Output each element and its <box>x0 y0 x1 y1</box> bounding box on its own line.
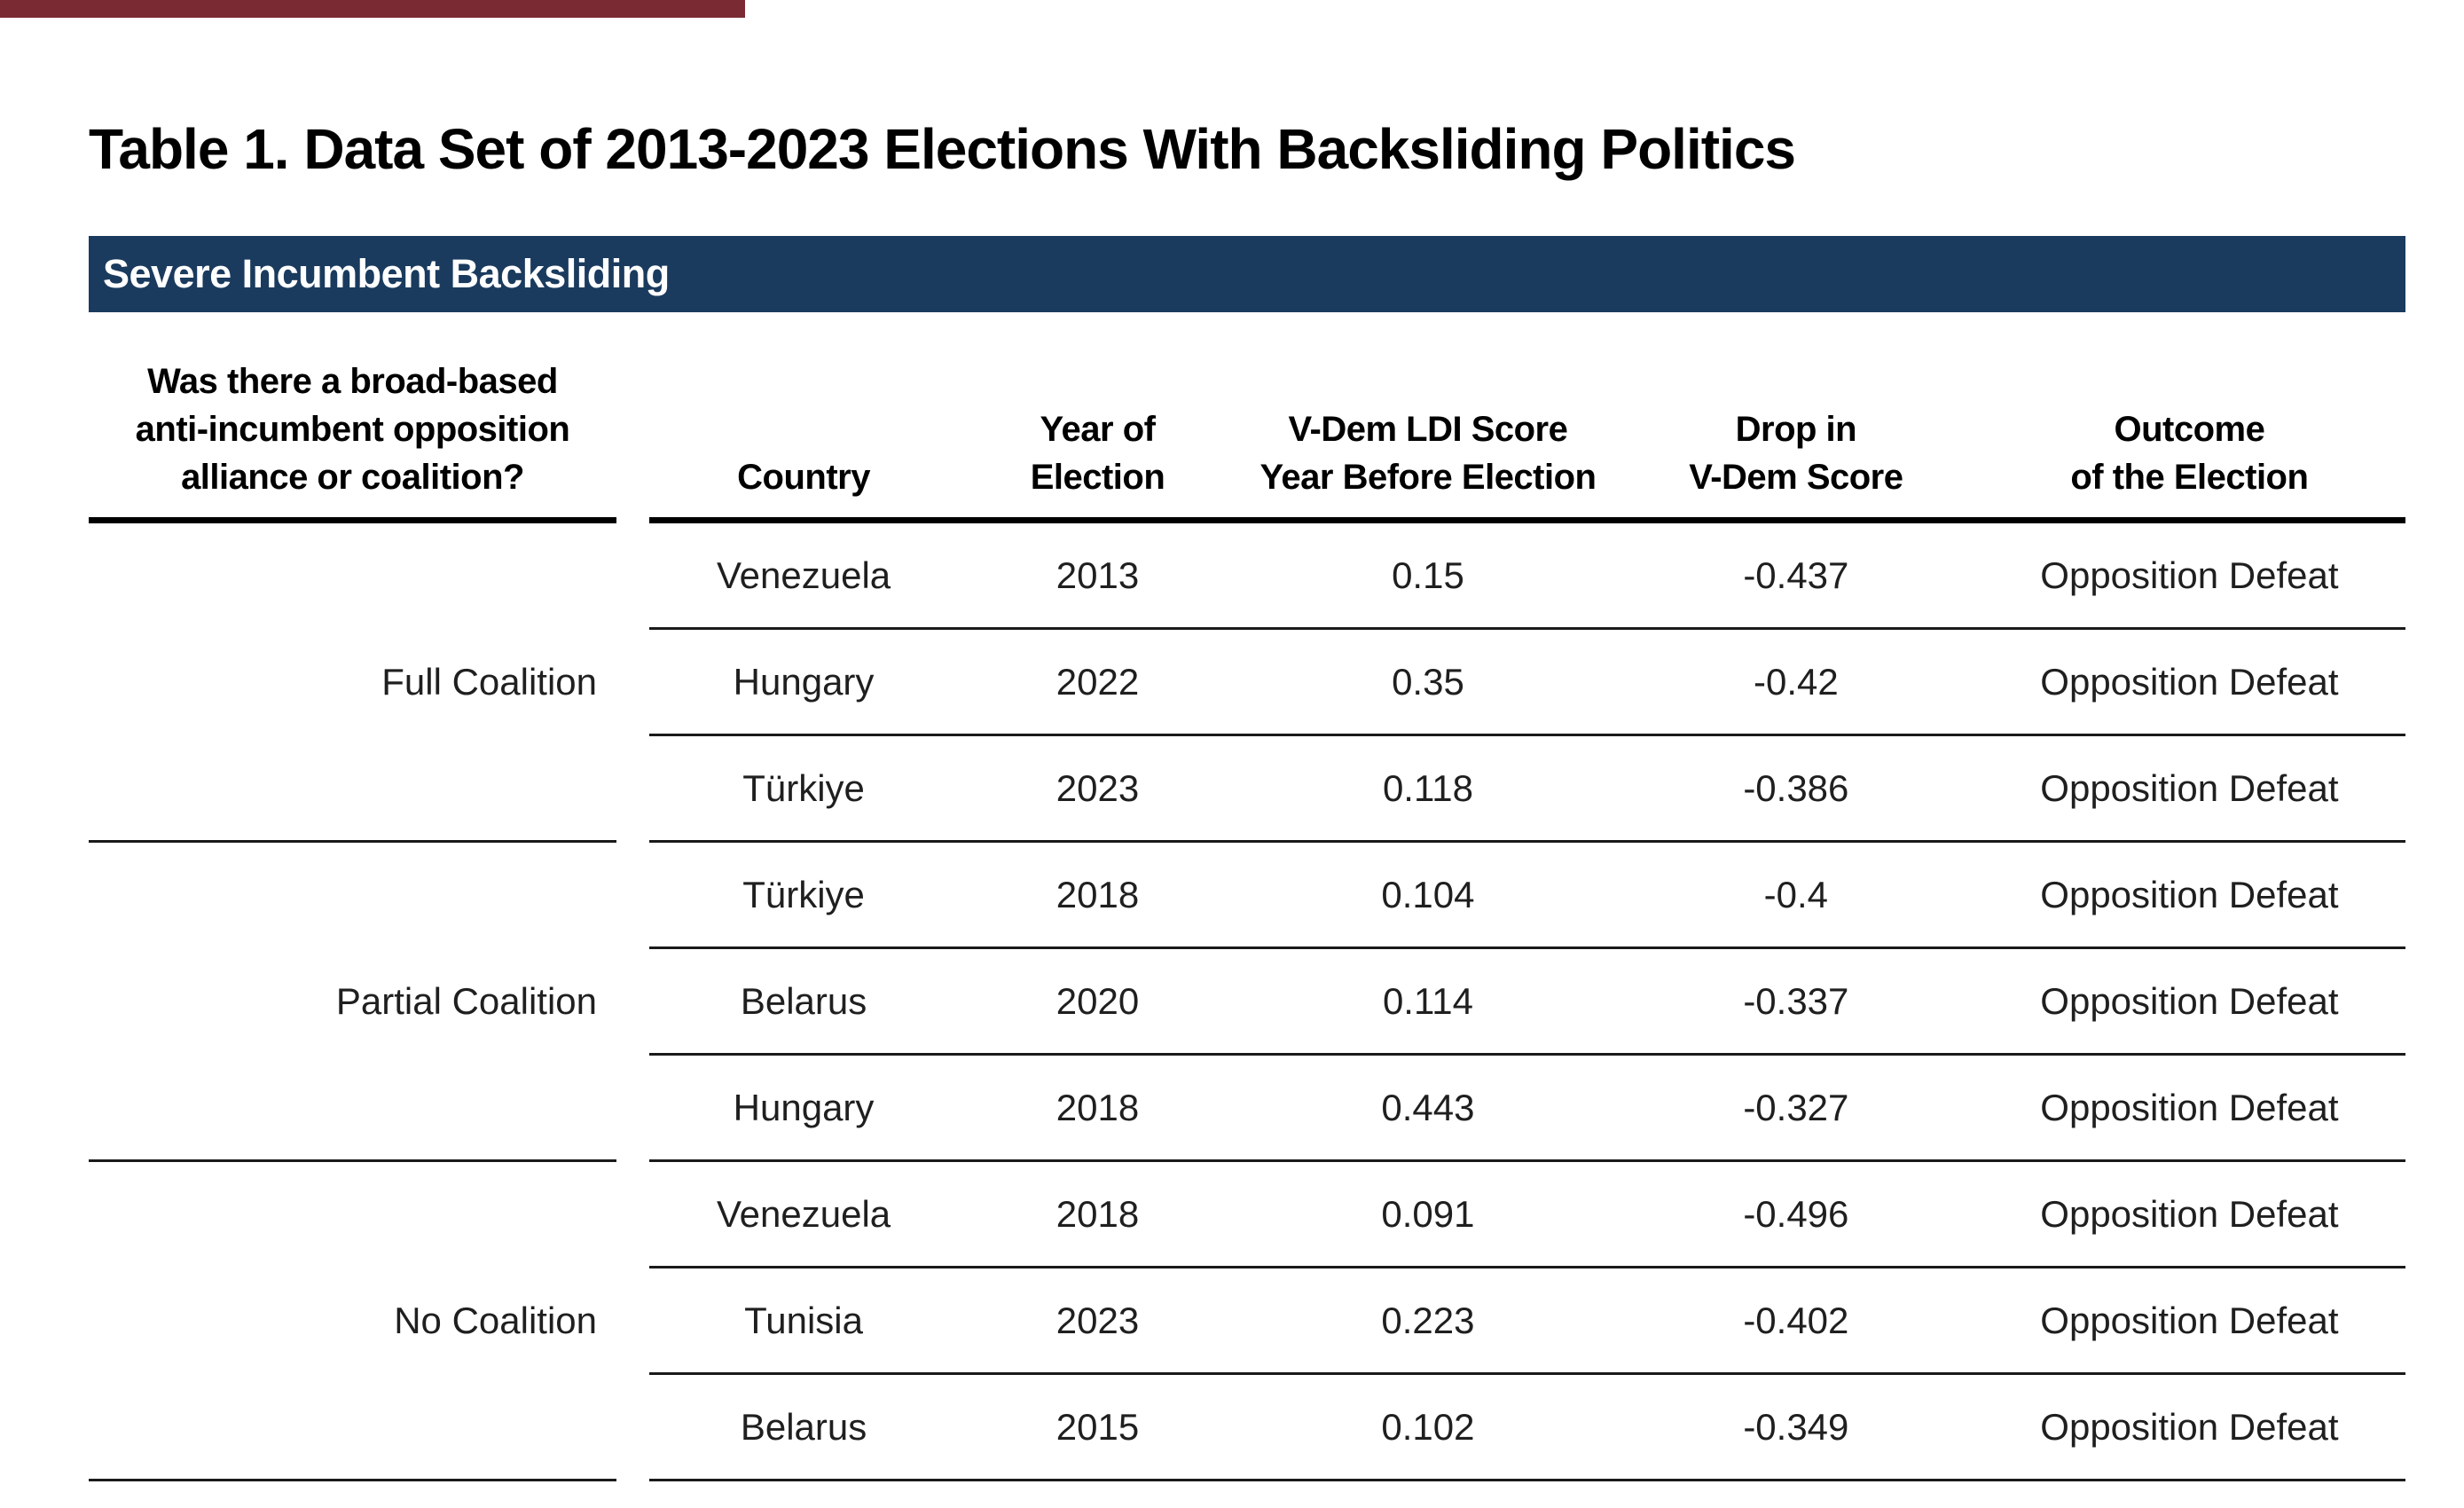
cell-country: Belarus <box>649 1373 958 1481</box>
cell-ldi-score: 0.104 <box>1237 841 1619 949</box>
column-header-outcome: Outcome of the Election <box>1973 346 2405 523</box>
header-line: V-Dem Score <box>1689 458 1903 497</box>
column-header-country: Country <box>649 346 958 523</box>
column-header-drop: Drop in V-Dem Score <box>1618 346 1974 523</box>
cell-ldi-score: 0.091 <box>1237 1160 1619 1268</box>
cell-year: 2020 <box>958 947 1237 1056</box>
cell-country: Venezuela <box>649 520 958 630</box>
table-container: Was there a broad-based anti-incumbent o… <box>89 346 2405 1481</box>
cell-country: Belarus <box>649 947 958 1056</box>
header-line: alliance or coalition? <box>181 458 524 497</box>
cell-outcome: Opposition Defeat <box>1973 520 2405 630</box>
table-row: Belarus 2020 0.114 -0.337 Opposition Def… <box>89 947 2405 1056</box>
cell-country: Türkiye <box>649 734 958 843</box>
table-title: Table 1. Data Set of 2013-2023 Elections… <box>89 116 1796 181</box>
header-line: Outcome <box>2114 410 2265 449</box>
cell-outcome: Opposition Defeat <box>1973 734 2405 843</box>
cell-drop: -0.437 <box>1618 520 1974 630</box>
cell-ldi-score: 0.118 <box>1237 734 1619 843</box>
header-line: Country <box>737 458 870 497</box>
cell-outcome: Opposition Defeat <box>1973 841 2405 949</box>
column-gap <box>616 1161 649 1481</box>
coalition-group-label: Partial Coalition <box>89 841 617 1162</box>
header-line: Year Before Election <box>1259 458 1597 497</box>
cell-outcome: Opposition Defeat <box>1973 1373 2405 1481</box>
cell-outcome: Opposition Defeat <box>1973 1054 2405 1162</box>
cell-year: 2022 <box>958 628 1237 736</box>
header-line: Was there a broad-based <box>147 362 558 401</box>
cell-outcome: Opposition Defeat <box>1973 1160 2405 1268</box>
table-row: Hungary 2022 0.35 -0.42 Opposition Defea… <box>89 628 2405 736</box>
cell-country: Venezuela <box>649 1160 958 1268</box>
cell-drop: -0.402 <box>1618 1267 1974 1375</box>
cell-country: Hungary <box>649 628 958 736</box>
header-line: V-Dem LDI Score <box>1288 410 1568 449</box>
cell-country: Hungary <box>649 1054 958 1162</box>
cell-ldi-score: 0.102 <box>1237 1373 1619 1481</box>
cell-ldi-score: 0.223 <box>1237 1267 1619 1375</box>
cell-drop: -0.4 <box>1618 841 1974 949</box>
cell-country: Tunisia <box>649 1267 958 1375</box>
table-row: Partial Coalition Türkiye 2018 0.104 -0.… <box>89 841 2405 1162</box>
cell-drop: -0.42 <box>1618 628 1974 736</box>
header-line: Year of <box>1040 410 1156 449</box>
cell-ldi-score: 0.35 <box>1237 628 1619 736</box>
column-header-year: Year of Election <box>958 346 1237 523</box>
header-row: Was there a broad-based anti-incumbent o… <box>89 346 2405 523</box>
cell-ldi-score: 0.443 <box>1237 1054 1619 1162</box>
cell-ldi-score: 0.114 <box>1237 947 1619 1056</box>
table-row: Belarus 2015 0.102 -0.349 Opposition Def… <box>89 1373 2405 1481</box>
cell-drop: -0.386 <box>1618 734 1974 843</box>
cell-outcome: Opposition Defeat <box>1973 628 2405 736</box>
cell-year: 2015 <box>958 1373 1237 1481</box>
coalition-group-label: Full Coalition <box>89 520 617 843</box>
section-banner: Severe Incumbent Backsliding <box>89 236 2405 312</box>
cell-drop: -0.349 <box>1618 1373 1974 1481</box>
section-banner-label: Severe Incumbent Backsliding <box>103 251 670 296</box>
table-row: Full Coalition Venezuela 2013 0.15 -0.43… <box>89 520 2405 843</box>
cell-year: 2023 <box>958 1267 1237 1375</box>
top-accent-bar <box>0 0 745 18</box>
cell-outcome: Opposition Defeat <box>1973 947 2405 1056</box>
cell-year: 2013 <box>958 520 1237 630</box>
table-row: No Coalition Venezuela 2018 0.091 -0.496… <box>89 1160 2405 1481</box>
cell-drop: -0.327 <box>1618 1054 1974 1162</box>
table-row: Tunisia 2023 0.223 -0.402 Opposition Def… <box>89 1267 2405 1375</box>
cell-year: 2018 <box>958 841 1237 949</box>
elections-table: Was there a broad-based anti-incumbent o… <box>89 346 2405 1481</box>
cell-year: 2018 <box>958 1160 1237 1268</box>
cell-drop: -0.337 <box>1618 947 1974 1056</box>
table-row: Hungary 2018 0.443 -0.327 Opposition Def… <box>89 1054 2405 1162</box>
column-gap <box>616 521 649 842</box>
cell-year: 2018 <box>958 1054 1237 1162</box>
column-header-coalition-question: Was there a broad-based anti-incumbent o… <box>89 346 617 523</box>
cell-country: Türkiye <box>649 841 958 949</box>
header-line: anti-incumbent opposition <box>135 410 570 449</box>
coalition-group-label: No Coalition <box>89 1160 617 1481</box>
cell-ldi-score: 0.15 <box>1237 520 1619 630</box>
header-line: Drop in <box>1735 410 1857 449</box>
cell-drop: -0.496 <box>1618 1160 1974 1268</box>
header-line: Election <box>1030 458 1165 497</box>
cell-year: 2023 <box>958 734 1237 843</box>
cell-outcome: Opposition Defeat <box>1973 1267 2405 1375</box>
column-gap <box>616 346 649 521</box>
table-row: Türkiye 2023 0.118 -0.386 Opposition Def… <box>89 734 2405 843</box>
column-header-ldi-score: V-Dem LDI Score Year Before Election <box>1237 346 1619 523</box>
column-gap <box>616 842 649 1161</box>
header-line: of the Election <box>2070 458 2309 497</box>
